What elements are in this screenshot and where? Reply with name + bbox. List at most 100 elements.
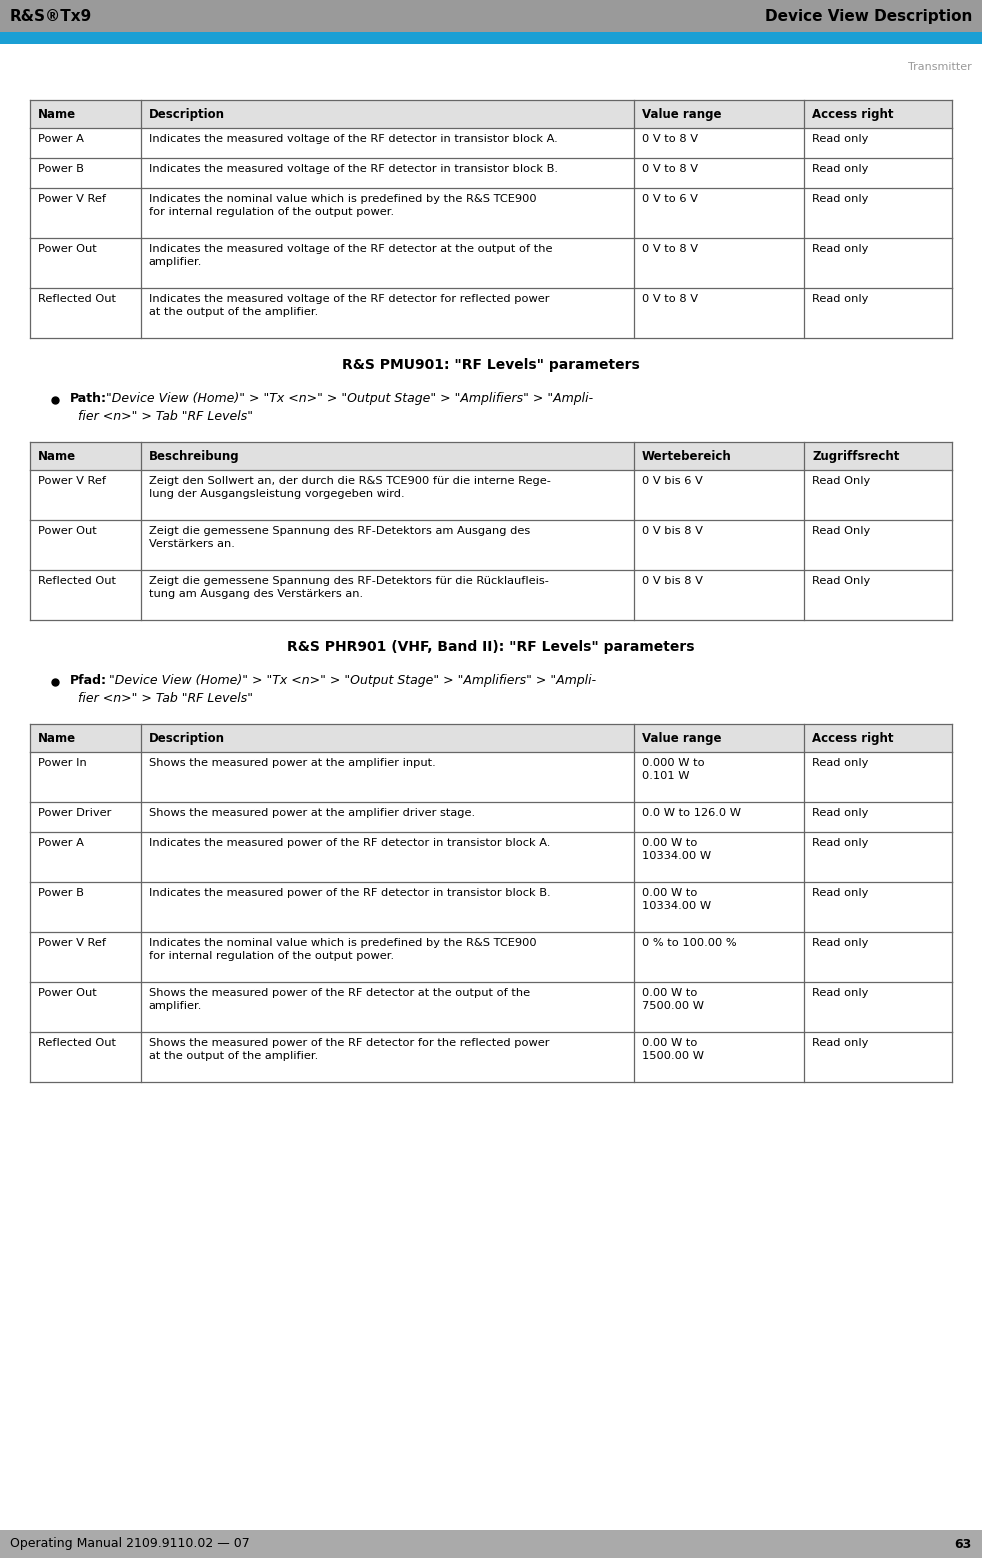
Text: Indicates the measured voltage of the RF detector at the output of the
amplifier: Indicates the measured voltage of the RF…: [148, 245, 552, 266]
Bar: [30, 982, 952, 1031]
Text: Description: Description: [148, 108, 225, 120]
Text: Read only: Read only: [812, 988, 869, 999]
Text: Power Out: Power Out: [38, 527, 97, 536]
Text: Name: Name: [38, 732, 77, 745]
Text: Power B: Power B: [38, 164, 83, 174]
Text: R&S PHR901 (VHF, Band II): "RF Levels" parameters: R&S PHR901 (VHF, Band II): "RF Levels" p…: [288, 640, 694, 654]
Text: 0.00 W to
10334.00 W: 0.00 W to 10334.00 W: [642, 838, 711, 862]
Text: 0.000 W to
0.101 W: 0.000 W to 0.101 W: [642, 759, 704, 781]
Text: Power Out: Power Out: [38, 245, 97, 254]
Bar: [30, 753, 952, 802]
Text: Shows the measured power at the amplifier driver stage.: Shows the measured power at the amplifie…: [148, 809, 474, 818]
Text: 0 V bis 8 V: 0 V bis 8 V: [642, 527, 703, 536]
Text: fier <n>" > Tab "RF Levels": fier <n>" > Tab "RF Levels": [78, 692, 253, 706]
Text: Read only: Read only: [812, 759, 869, 768]
Text: 0.00 W to
10334.00 W: 0.00 W to 10334.00 W: [642, 888, 711, 911]
Text: Reflected Out: Reflected Out: [38, 1038, 116, 1049]
Text: Reflected Out: Reflected Out: [38, 294, 116, 304]
Text: 0 V to 8 V: 0 V to 8 V: [642, 164, 698, 174]
Text: Power V Ref: Power V Ref: [38, 477, 106, 486]
Text: 0.0 W to 126.0 W: 0.0 W to 126.0 W: [642, 809, 740, 818]
Text: Value range: Value range: [642, 732, 722, 745]
Bar: [30, 832, 952, 882]
Text: Read only: Read only: [812, 1038, 869, 1049]
Text: Read only: Read only: [812, 888, 869, 897]
Text: Description: Description: [148, 732, 225, 745]
Bar: [30, 238, 952, 288]
Text: Power A: Power A: [38, 134, 83, 143]
Text: 0 V bis 8 V: 0 V bis 8 V: [642, 576, 703, 586]
Text: "Device View (Home)" > "Tx <n>" > "Output Stage" > "Amplifiers" > "Ampli-: "Device View (Home)" > "Tx <n>" > "Outpu…: [105, 675, 596, 687]
Text: Zeigt die gemessene Spannung des RF-Detektors am Ausgang des
Verstärkers an.: Zeigt die gemessene Spannung des RF-Dete…: [148, 527, 530, 548]
Text: Power Out: Power Out: [38, 988, 97, 999]
Text: Zugriffsrecht: Zugriffsrecht: [812, 450, 900, 463]
Bar: [0, 1530, 982, 1558]
Bar: [30, 189, 952, 238]
Text: Reflected Out: Reflected Out: [38, 576, 116, 586]
Text: Transmitter: Transmitter: [908, 62, 972, 72]
Text: Power Driver: Power Driver: [38, 809, 111, 818]
Text: Indicates the measured voltage of the RF detector for reflected power
at the out: Indicates the measured voltage of the RF…: [148, 294, 549, 316]
Bar: [30, 1031, 952, 1081]
Text: 0.00 W to
1500.00 W: 0.00 W to 1500.00 W: [642, 1038, 704, 1061]
Bar: [30, 802, 952, 832]
Text: "Device View (Home)" > "Tx <n>" > "Output Stage" > "Amplifiers" > "Ampli-: "Device View (Home)" > "Tx <n>" > "Outpu…: [102, 393, 593, 405]
Bar: [0, 33, 982, 44]
Text: Read only: Read only: [812, 938, 869, 947]
Text: Shows the measured power at the amplifier input.: Shows the measured power at the amplifie…: [148, 759, 435, 768]
Text: Read only: Read only: [812, 134, 869, 143]
Text: Read only: Read only: [812, 164, 869, 174]
Text: Device View Description: Device View Description: [765, 8, 972, 23]
Text: R&S®Tx9: R&S®Tx9: [10, 8, 92, 23]
Text: Read Only: Read Only: [812, 527, 871, 536]
Bar: [30, 471, 952, 520]
Bar: [30, 442, 952, 471]
Text: Power B: Power B: [38, 888, 83, 897]
Text: Read Only: Read Only: [812, 576, 871, 586]
Text: Shows the measured power of the RF detector at the output of the
amplifier.: Shows the measured power of the RF detec…: [148, 988, 529, 1011]
Text: Read only: Read only: [812, 195, 869, 204]
Bar: [30, 288, 952, 338]
Text: Read Only: Read Only: [812, 477, 871, 486]
Text: R&S PMU901: "RF Levels" parameters: R&S PMU901: "RF Levels" parameters: [342, 358, 640, 372]
Text: Path:: Path:: [70, 393, 107, 405]
Text: Indicates the nominal value which is predefined by the R&S TCE900
for internal r: Indicates the nominal value which is pre…: [148, 938, 536, 961]
Text: 0 V to 8 V: 0 V to 8 V: [642, 134, 698, 143]
Text: Shows the measured power of the RF detector for the reflected power
at the outpu: Shows the measured power of the RF detec…: [148, 1038, 549, 1061]
Text: 0 V bis 6 V: 0 V bis 6 V: [642, 477, 703, 486]
Text: Read only: Read only: [812, 838, 869, 848]
Text: Access right: Access right: [812, 732, 894, 745]
Text: Read only: Read only: [812, 245, 869, 254]
Text: 0 % to 100.00 %: 0 % to 100.00 %: [642, 938, 736, 947]
Text: Wertebereich: Wertebereich: [642, 450, 732, 463]
Text: Pfad:: Pfad:: [70, 675, 107, 687]
Text: 0 V to 6 V: 0 V to 6 V: [642, 195, 698, 204]
Text: Name: Name: [38, 450, 77, 463]
Bar: [30, 520, 952, 570]
Bar: [30, 570, 952, 620]
Text: Indicates the measured power of the RF detector in transistor block A.: Indicates the measured power of the RF d…: [148, 838, 550, 848]
Bar: [30, 882, 952, 932]
Bar: [30, 932, 952, 982]
Text: Power V Ref: Power V Ref: [38, 938, 106, 947]
Bar: [30, 100, 952, 128]
Text: 0 V to 8 V: 0 V to 8 V: [642, 245, 698, 254]
Text: 0.00 W to
7500.00 W: 0.00 W to 7500.00 W: [642, 988, 704, 1011]
Bar: [30, 157, 952, 189]
Text: Indicates the measured voltage of the RF detector in transistor block B.: Indicates the measured voltage of the RF…: [148, 164, 558, 174]
Text: Indicates the nominal value which is predefined by the R&S TCE900
for internal r: Indicates the nominal value which is pre…: [148, 195, 536, 217]
Text: Operating Manual 2109.9110.02 — 07: Operating Manual 2109.9110.02 — 07: [10, 1538, 249, 1550]
Text: Name: Name: [38, 108, 77, 120]
Text: Zeigt den Sollwert an, der durch die R&S TCE900 für die interne Rege-
lung der A: Zeigt den Sollwert an, der durch die R&S…: [148, 477, 551, 499]
Text: Zeigt die gemessene Spannung des RF-Detektors für die Rücklaufleis-
tung am Ausg: Zeigt die gemessene Spannung des RF-Dete…: [148, 576, 549, 598]
Text: Indicates the measured voltage of the RF detector in transistor block A.: Indicates the measured voltage of the RF…: [148, 134, 558, 143]
Text: fier <n>" > Tab "RF Levels": fier <n>" > Tab "RF Levels": [78, 410, 253, 424]
Bar: [30, 724, 952, 753]
Text: Value range: Value range: [642, 108, 722, 120]
Text: Beschreibung: Beschreibung: [148, 450, 240, 463]
Text: Power A: Power A: [38, 838, 83, 848]
Text: Read only: Read only: [812, 294, 869, 304]
Text: Access right: Access right: [812, 108, 894, 120]
Text: Power V Ref: Power V Ref: [38, 195, 106, 204]
Text: Power In: Power In: [38, 759, 86, 768]
